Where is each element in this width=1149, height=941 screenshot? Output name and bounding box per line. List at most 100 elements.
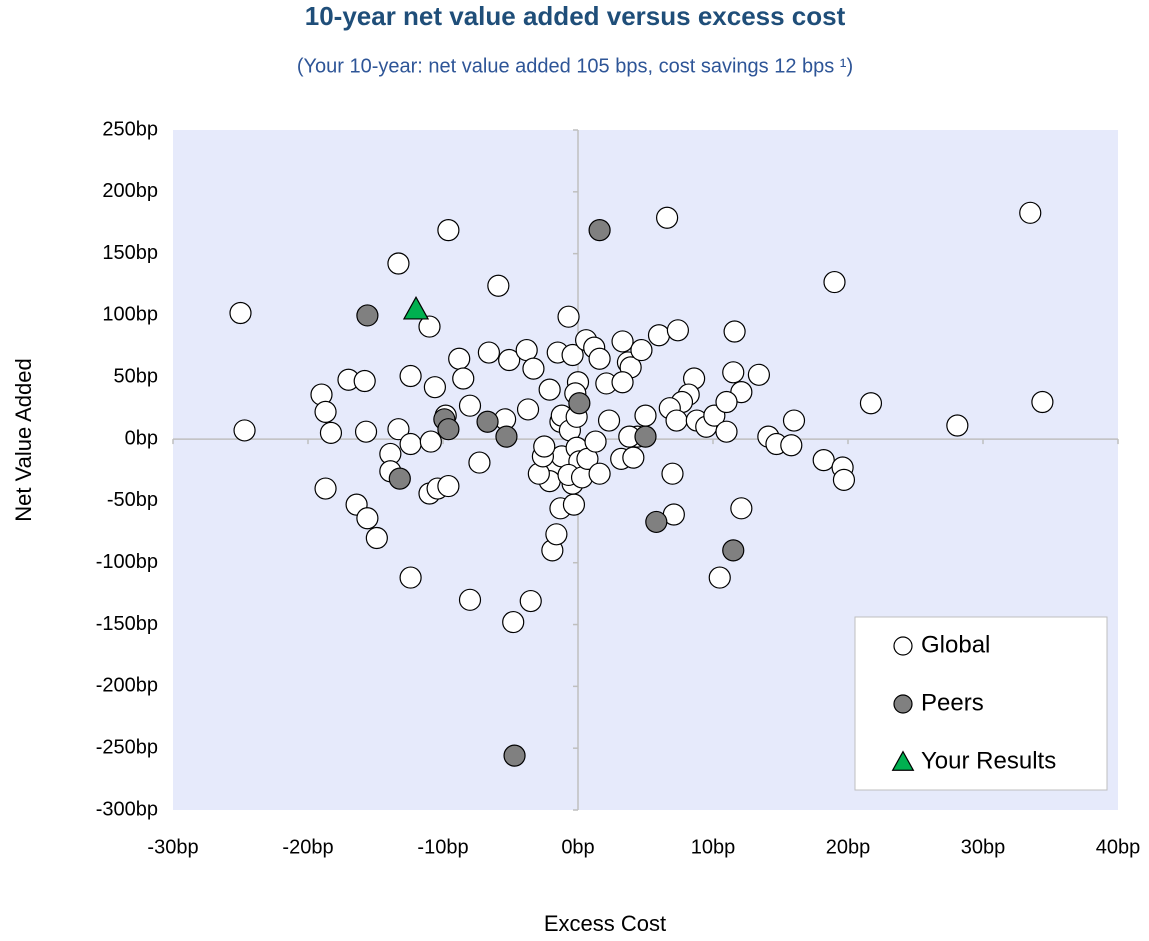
marker-circle — [622, 446, 645, 469]
marker-circle — [399, 432, 422, 456]
marker-circle — [437, 418, 460, 441]
marker-circle — [780, 434, 803, 457]
marker-circle — [487, 274, 510, 297]
marker-circle — [353, 369, 376, 393]
legend-label: Global — [921, 631, 990, 658]
marker-circle — [584, 430, 607, 453]
marker-circle — [387, 418, 410, 441]
x-tick-label: 10bp — [691, 836, 736, 858]
marker-circle — [502, 610, 525, 634]
marker-circle — [399, 364, 422, 388]
marker-circle — [665, 409, 688, 432]
x-tick-label: 20bp — [826, 836, 871, 858]
marker-circle — [399, 566, 422, 589]
marker-circle — [812, 449, 835, 472]
marker-circle — [723, 320, 746, 343]
marker-circle — [588, 462, 611, 485]
y-tick-label: 0bp — [125, 427, 158, 449]
marker-circle — [356, 304, 379, 327]
marker-circle — [823, 270, 846, 294]
marker-circle — [597, 409, 621, 432]
marker-circle — [747, 363, 771, 386]
x-tick-label: 0bp — [561, 836, 594, 858]
marker-circle — [557, 305, 580, 328]
marker-circle — [782, 409, 806, 432]
marker-circle — [448, 347, 471, 370]
marker-circle — [418, 315, 441, 338]
marker-circle — [458, 394, 482, 417]
marker-circle — [568, 392, 591, 415]
marker-circle — [730, 497, 753, 520]
y-tick-label: -200bp — [96, 675, 158, 697]
marker-circle — [1019, 201, 1042, 224]
x-tick-label: -20bp — [282, 836, 333, 858]
marker-circle — [715, 420, 738, 443]
marker-circle — [233, 419, 256, 442]
marker-circle — [388, 467, 411, 490]
x-tick-label: -30bp — [147, 836, 198, 858]
marker-circle — [516, 398, 540, 421]
marker-circle — [562, 493, 586, 516]
marker-circle — [503, 744, 526, 767]
marker-circle — [545, 523, 568, 546]
y-tick-label: -150bp — [96, 613, 158, 635]
y-tick-label: 250bp — [102, 118, 158, 140]
marker-circle — [437, 219, 460, 242]
marker-circle — [859, 392, 883, 415]
marker-circle — [666, 319, 690, 342]
marker-circle — [419, 430, 442, 453]
marker-circle — [588, 219, 611, 242]
marker-circle — [634, 404, 657, 427]
chart-title: 10-year net value added versus excess co… — [305, 1, 846, 31]
marker-circle — [365, 526, 388, 550]
marker-circle — [1031, 390, 1054, 414]
x-tick-label: 40bp — [1096, 836, 1141, 858]
y-tick-label: 100bp — [102, 304, 158, 326]
marker-circle — [495, 425, 518, 448]
marker-circle — [319, 421, 343, 445]
marker-circle — [722, 539, 745, 562]
marker-circle — [647, 324, 671, 347]
marker-circle — [588, 347, 611, 370]
x-tick-label: -10bp — [417, 836, 468, 858]
marker-circle — [661, 462, 684, 485]
marker-circle — [832, 468, 856, 491]
marker-circle — [722, 361, 745, 384]
marker-circle — [423, 376, 446, 399]
y-axis-title: Net Value Added — [11, 358, 36, 522]
chart-subtitle: (Your 10-year: net value added 105 bps, … — [297, 55, 853, 77]
legend-label: Your Results — [921, 747, 1056, 774]
marker-triangle — [891, 750, 915, 771]
marker-circle — [458, 588, 482, 611]
marker-circle — [522, 357, 545, 380]
marker-circle — [468, 451, 491, 474]
marker-circle — [893, 694, 913, 714]
marker-circle — [314, 400, 337, 423]
marker-circle — [893, 636, 913, 656]
marker-circle — [561, 343, 584, 367]
x-tick-label: 30bp — [961, 836, 1006, 858]
marker-circle — [715, 390, 738, 414]
marker-circle — [229, 301, 252, 325]
marker-circle — [356, 507, 379, 530]
y-tick-label: -300bp — [96, 798, 158, 820]
marker-circle — [946, 414, 969, 437]
marker-circle — [611, 371, 634, 394]
y-tick-label: -100bp — [96, 551, 158, 573]
marker-circle — [437, 474, 460, 498]
legend-label: Peers — [921, 689, 984, 716]
marker-circle — [533, 435, 556, 458]
marker-circle — [387, 252, 410, 275]
y-tick-label: -50bp — [107, 489, 158, 511]
marker-circle — [354, 420, 378, 443]
marker-circle — [477, 341, 500, 364]
marker-circle — [630, 338, 653, 362]
marker-circle — [452, 367, 475, 390]
marker-circle — [611, 330, 634, 353]
marker-circle — [519, 589, 542, 613]
x-axis-title: Excess Cost — [544, 911, 666, 936]
marker-circle — [645, 510, 668, 534]
marker-triangle — [402, 295, 430, 320]
marker-circle — [634, 425, 657, 448]
y-tick-label: 50bp — [114, 366, 159, 388]
